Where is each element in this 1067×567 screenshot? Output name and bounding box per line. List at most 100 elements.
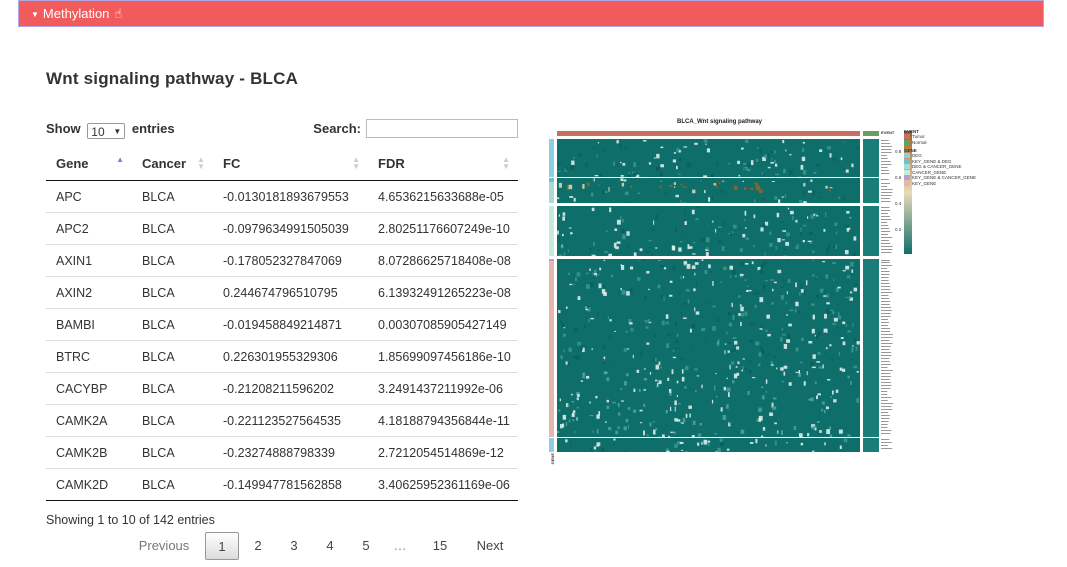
heatmap-cell-texture: [675, 227, 677, 233]
heatmap-cell-texture: [635, 174, 640, 177]
heatmap-cell-texture: [815, 163, 820, 167]
heatmap-cell-texture: [761, 197, 766, 201]
heatmap-cell-texture: [730, 231, 733, 236]
search-input[interactable]: [366, 119, 518, 138]
heatmap-cell-texture: [765, 355, 768, 358]
heatmap-cell-texture: [749, 155, 751, 157]
heatmap-cell-texture: [563, 327, 566, 329]
heatmap-cell-texture: [767, 333, 771, 337]
heatmap-cell-texture: [813, 171, 817, 174]
heatmap-cell-texture: [776, 367, 778, 370]
heatmap-cell-texture: [753, 182, 758, 185]
column-header-fdr[interactable]: FDR ▲ ▼: [368, 146, 518, 181]
heatmap-cell-texture: [723, 386, 726, 391]
cancer-cell: BLCA: [132, 308, 213, 341]
heatmap-cell-texture: [616, 219, 621, 225]
heatmap-cell-texture: [691, 435, 695, 437]
gene-row-label: [881, 430, 892, 431]
heatmap-cell-texture: [601, 289, 606, 294]
table-header-row: Gene ▲ Cancer ▲ ▼ FC ▲ ▼ FDR ▲ ▼: [46, 146, 518, 181]
methylation-panel-header[interactable]: ▼ Methylation ☝: [18, 0, 1044, 27]
entries-select[interactable]: 10 ▼: [87, 123, 126, 139]
heatmap-cell-texture: [708, 264, 711, 269]
heatmap-cell-texture: [755, 158, 759, 162]
heatmap-cell-texture: [683, 317, 687, 319]
column-header-cancer[interactable]: Cancer ▲ ▼: [132, 146, 213, 181]
heatmap-block-normal: [863, 438, 879, 452]
heatmap-cell-texture: [560, 319, 562, 324]
table-row[interactable]: APC BLCA -0.0130181893679553 4.653621563368…: [46, 181, 518, 213]
heatmap-cell-texture: [587, 307, 591, 312]
table-row[interactable]: BTRC BLCA 0.226301955329306 1.8569909745618…: [46, 340, 518, 373]
heatmap-cell-texture: [583, 324, 587, 328]
heatmap-cell-texture: [628, 172, 631, 176]
caret-down-icon: ▼: [31, 10, 39, 19]
page-button-2[interactable]: 2: [254, 538, 262, 553]
fc-cell: -0.21208211596202: [213, 372, 368, 405]
heatmap-cell-texture: [708, 197, 711, 202]
table-row[interactable]: APC2 BLCA -0.0979634991505039 2.80251176607…: [46, 212, 518, 245]
table-row[interactable]: BAMBI BLCA -0.019458849214871 0.00307085905…: [46, 308, 518, 341]
table-row[interactable]: CACYBP BLCA -0.21208211596202 3.24914372119…: [46, 372, 518, 405]
heatmap-cell-texture: [657, 285, 661, 289]
heatmap-cell-texture: [742, 233, 746, 238]
table-row[interactable]: CAMK2B BLCA -0.23274888798339 2.72120545148…: [46, 436, 518, 469]
heatmap-cell-texture: [819, 288, 824, 293]
page-button-3[interactable]: 3: [290, 538, 298, 553]
heatmap-cell-texture: [821, 408, 824, 412]
gene-row-label: [881, 167, 888, 168]
table-row[interactable]: AXIN2 BLCA 0.244674796510795 6.139324912652…: [46, 276, 518, 309]
page-button-15[interactable]: 15: [432, 538, 448, 553]
heatmap-cell-texture: [785, 241, 790, 246]
heatmap-cell-texture: [682, 418, 686, 423]
heatmap-cell-texture: [810, 250, 815, 253]
legend-swatch: [904, 164, 910, 170]
table-row[interactable]: CAMK2A BLCA -0.221123527564535 4.1818879435…: [46, 404, 518, 437]
table-row[interactable]: CAMK2D BLCA -0.149947781562858 3.4062595236…: [46, 468, 518, 501]
heatmap-cell-texture: [787, 278, 791, 284]
heatmap-cell-texture: [694, 142, 698, 145]
heatmap-cell-texture: [789, 154, 792, 156]
gene-row-label: [881, 370, 893, 371]
fdr-cell: 1.85699097456186e-10: [368, 340, 518, 373]
heatmap-cell-texture: [830, 359, 834, 361]
heatmap-cell-texture: [684, 365, 689, 371]
sort-asc-icon: ▲: [116, 155, 124, 164]
gene-row-label: [881, 304, 890, 305]
gene-row-label: [881, 213, 888, 214]
page-button-1[interactable]: 1: [205, 532, 239, 560]
page-button-5[interactable]: 5: [362, 538, 370, 553]
heatmap-cell-texture: [784, 193, 787, 197]
heatmap-cell-texture: [829, 187, 833, 189]
heatmap-cell-texture: [603, 371, 607, 375]
heatmap-cell-texture: [608, 253, 612, 256]
table-row[interactable]: AXIN1 BLCA -0.178052327847069 8.07286625718…: [46, 244, 518, 277]
heatmap-cell-texture: [761, 349, 765, 355]
heatmap-cell-texture: [761, 395, 765, 400]
heatmap-cell-texture: [674, 400, 677, 406]
heatmap-cell-texture: [840, 157, 843, 161]
heatmap-cell-texture: [577, 393, 580, 398]
column-header-fc[interactable]: FC ▲ ▼: [213, 146, 368, 181]
page-button-4[interactable]: 4: [326, 538, 334, 553]
heatmap-cell-texture: [758, 417, 762, 422]
heatmap-cell-texture: [600, 450, 603, 452]
column-header-gene[interactable]: Gene ▲: [46, 146, 132, 181]
gene-row-label: [881, 265, 892, 266]
heatmap-cell-texture: [571, 160, 575, 165]
heatmap-cell-texture: [843, 438, 848, 443]
heatmap-cell-texture: [762, 156, 766, 162]
heatmap-cell-texture: [739, 275, 744, 278]
heatmap-cell-texture: [747, 166, 751, 169]
heatmap-cell-texture: [724, 343, 727, 345]
gene-cell: CAMK2D: [46, 468, 132, 501]
heatmap-cell-texture: [630, 185, 633, 188]
heatmap-cell-texture: [585, 162, 588, 168]
previous-button[interactable]: Previous: [138, 538, 190, 553]
gene-row-label: [881, 140, 889, 141]
heatmap-cell-texture: [822, 261, 826, 263]
next-button[interactable]: Next: [476, 538, 504, 553]
heatmap-cell-texture: [593, 242, 596, 246]
heatmap-cell-texture: [729, 422, 731, 425]
heatmap-cell-texture: [565, 361, 568, 365]
